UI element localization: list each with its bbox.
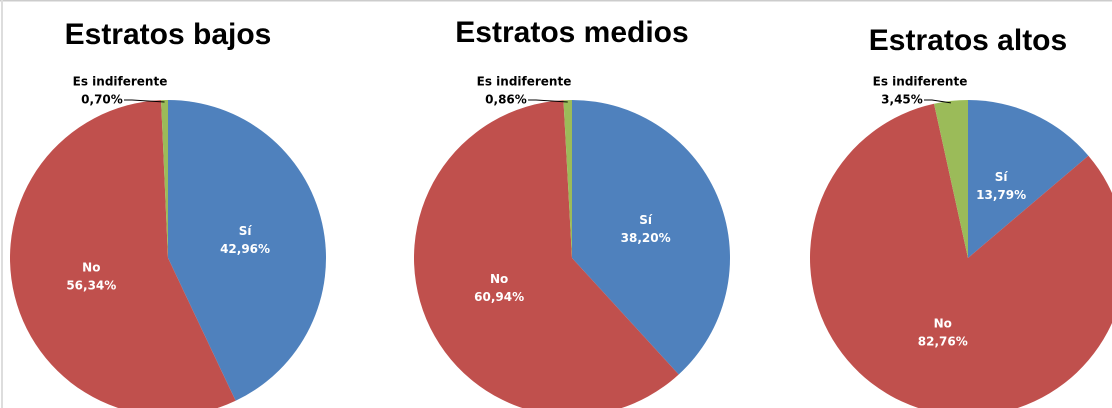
slice-value: 3,45% <box>881 93 923 107</box>
slice-label: Es indiferente <box>873 75 968 89</box>
slice-label: No <box>934 316 952 330</box>
pie-slice <box>572 100 730 375</box>
slice-label: Es indiferente <box>477 75 572 89</box>
slice-label: Sí <box>995 170 1009 184</box>
leader-line <box>124 99 165 103</box>
leader-line <box>528 99 568 103</box>
pie-slice <box>810 103 1112 408</box>
leader-line <box>924 99 951 104</box>
slice-value: 56,34% <box>66 279 116 293</box>
chart-title: Estratos medios <box>455 16 688 49</box>
slice-label: Sí <box>639 213 653 227</box>
chart-title: Estratos altos <box>869 24 1067 57</box>
slice-value: 0,86% <box>485 93 527 107</box>
slice-value: 60,94% <box>474 290 524 304</box>
pie-slice <box>414 100 679 408</box>
slice-label: Sí <box>239 224 253 238</box>
slice-value: 0,70% <box>81 93 123 107</box>
slice-value: 82,76% <box>918 334 968 348</box>
pie-slice <box>10 100 236 408</box>
pie-slice <box>934 100 968 258</box>
slice-label: No <box>490 272 508 286</box>
pie-slice <box>161 100 168 258</box>
slice-label: Es indiferente <box>73 75 168 89</box>
slice-value: 13,79% <box>976 188 1026 202</box>
chart-title: Estratos bajos <box>65 18 272 51</box>
slice-label: No <box>82 261 100 275</box>
pie-slice <box>968 100 1089 258</box>
slice-value: 42,96% <box>220 242 270 256</box>
pie-slice <box>563 100 572 258</box>
pie-slice <box>168 100 327 401</box>
slice-value: 38,20% <box>621 231 671 245</box>
